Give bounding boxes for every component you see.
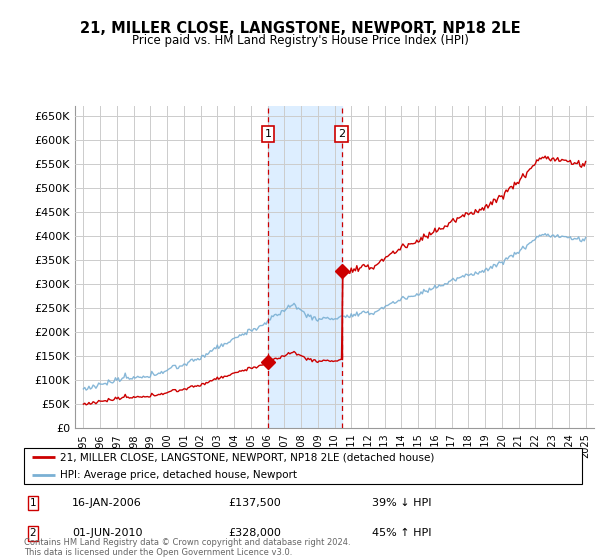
Text: Price paid vs. HM Land Registry's House Price Index (HPI): Price paid vs. HM Land Registry's House … — [131, 34, 469, 46]
Text: HPI: Average price, detached house, Newport: HPI: Average price, detached house, Newp… — [60, 470, 297, 480]
Text: 16-JAN-2006: 16-JAN-2006 — [72, 498, 142, 508]
Text: Contains HM Land Registry data © Crown copyright and database right 2024.
This d: Contains HM Land Registry data © Crown c… — [24, 538, 350, 557]
Text: 1: 1 — [265, 129, 272, 139]
Text: 2: 2 — [29, 529, 37, 539]
Text: 39% ↓ HPI: 39% ↓ HPI — [372, 498, 431, 508]
Text: 45% ↑ HPI: 45% ↑ HPI — [372, 529, 431, 539]
Text: £137,500: £137,500 — [228, 498, 281, 508]
Text: 21, MILLER CLOSE, LANGSTONE, NEWPORT, NP18 2LE (detached house): 21, MILLER CLOSE, LANGSTONE, NEWPORT, NP… — [60, 452, 434, 462]
Bar — [268, 106, 341, 428]
Text: 1: 1 — [29, 498, 37, 508]
Text: 21, MILLER CLOSE, LANGSTONE, NEWPORT, NP18 2LE: 21, MILLER CLOSE, LANGSTONE, NEWPORT, NP… — [80, 21, 520, 36]
Text: £328,000: £328,000 — [228, 529, 281, 539]
Text: 2: 2 — [338, 129, 345, 139]
Text: 01-JUN-2010: 01-JUN-2010 — [72, 529, 143, 539]
